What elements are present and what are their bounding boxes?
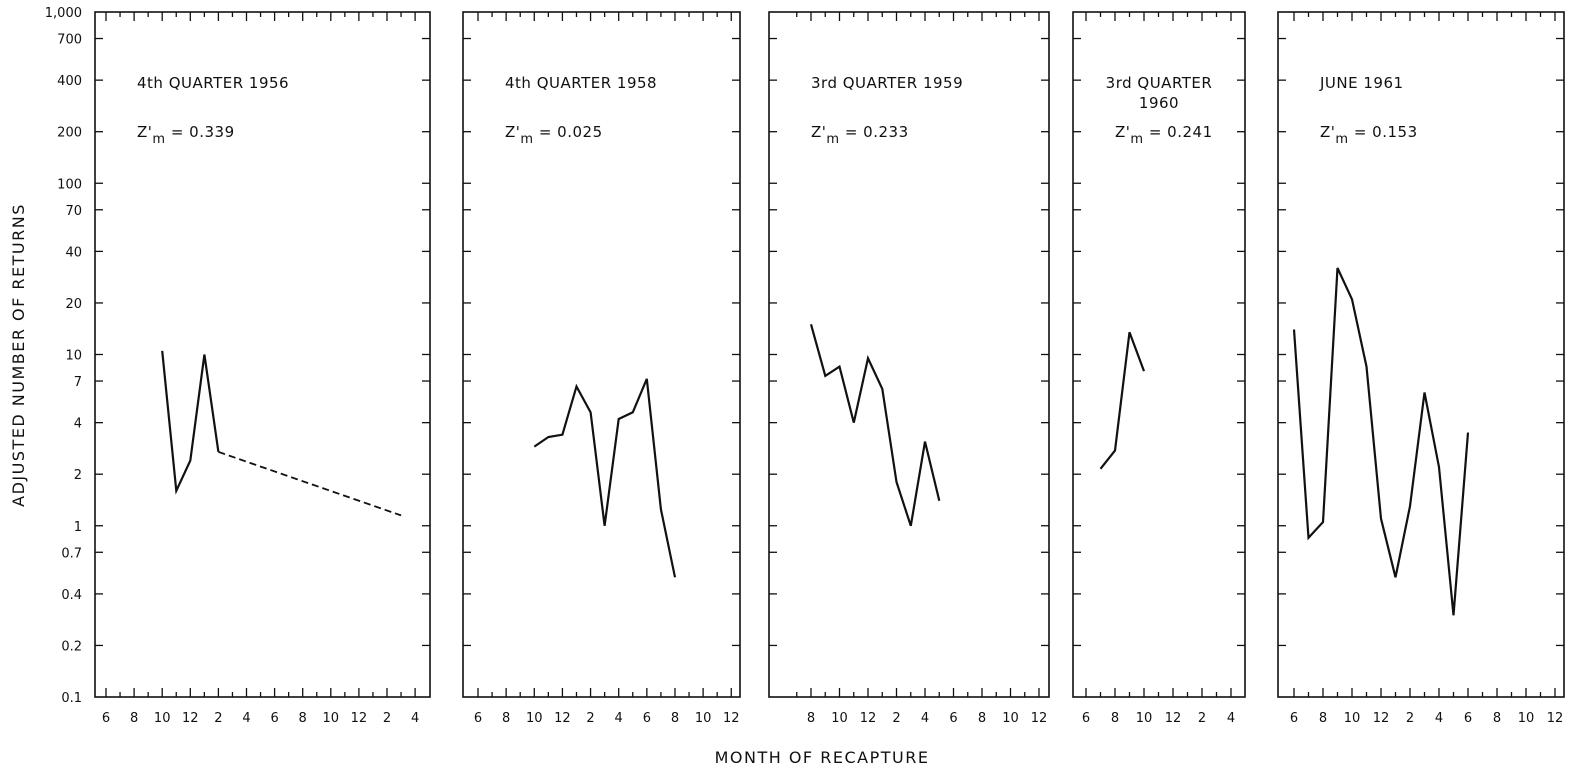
y-tick-label: 1	[74, 520, 82, 535]
x-tick-label: 8	[1319, 711, 1327, 726]
x-tick-label: 6	[643, 711, 651, 726]
chart-panels: 6 8 10 12 2 4 6 8 10 12 2 4 4th QUARTER 1956 Z'm = 0.…	[94, 11, 1565, 726]
x-tick-label: 8	[299, 711, 307, 726]
x-tick-label: 8	[1111, 711, 1119, 726]
y-tick-label: 40	[65, 245, 82, 260]
y-tick-label: 2	[74, 468, 82, 483]
x-tick-label: 10	[1002, 711, 1019, 726]
x-tick-label: 2	[214, 711, 222, 726]
chart-panel-1: 6 8 10 12 2 4 6 8 10 12 2 4 4th QUARTER 1956 Z'm = 0.…	[94, 11, 431, 726]
panel-title: 3rd QUARTER 1959	[811, 74, 963, 92]
x-tick-label: 10	[1344, 711, 1361, 726]
series-line-dashed	[218, 451, 402, 517]
x-tick-label: 12	[1165, 711, 1182, 726]
y-axis-title: ADJUSTED NUMBER OF RETURNS	[9, 203, 28, 507]
x-tick-label: 4	[615, 711, 623, 726]
panel-z-label: Z'm = 0.025	[505, 123, 603, 147]
x-tick-label: 6	[1290, 711, 1298, 726]
x-tick-label: 8	[1493, 711, 1501, 726]
x-tick-label: 6	[270, 711, 278, 726]
y-tick-label: 200	[57, 126, 82, 141]
y-tick-label: 0.7	[61, 546, 82, 561]
series-line	[533, 378, 677, 578]
x-tick-label: 2	[586, 711, 594, 726]
series-line	[1292, 267, 1470, 616]
x-tick-label: 8	[130, 711, 138, 726]
y-tick-label: 400	[57, 74, 82, 89]
x-tick-label: 4	[242, 711, 250, 726]
panel-title: JUNE 1961	[1319, 74, 1404, 92]
panel-frame	[462, 11, 741, 698]
panel-title: 3rd QUARTER	[1106, 74, 1213, 92]
x-tick-label: 8	[978, 711, 986, 726]
panel-frame	[1072, 11, 1246, 698]
x-tick-label: 12	[182, 711, 199, 726]
x-tick-label: 12	[723, 711, 740, 726]
y-tick-labels: 0.1 0.2 0.4 0.7 1 2 4 7 10 20 40 70 100 200 400 700 1,00…	[45, 6, 82, 706]
y-tick-label: 100	[57, 177, 82, 192]
panel-z-label: Z'm = 0.339	[137, 123, 235, 147]
x-tick-label: 6	[1082, 711, 1090, 726]
x-tick-label: 10	[526, 711, 543, 726]
x-tick-label: 10	[323, 711, 340, 726]
y-tick-label: 20	[65, 297, 82, 312]
x-tick-label: 8	[502, 711, 510, 726]
x-tick-label: 8	[807, 711, 815, 726]
x-tick-label: 12	[1547, 711, 1564, 726]
chart-panel-2: 6 8 10 12 2 4 6 8 10 12 4th QUARTER 1958 Z'm = 0.02…	[462, 11, 741, 726]
x-tick-label: 12	[351, 711, 368, 726]
y-tick-label: 70	[65, 204, 82, 219]
x-tick-label: 10	[154, 711, 171, 726]
panel-title: 1960	[1139, 94, 1179, 112]
y-tick-label: 0.4	[61, 588, 82, 603]
x-tick-label: 2	[1198, 711, 1206, 726]
x-tick-label: 8	[671, 711, 679, 726]
x-tick-label: 12	[860, 711, 877, 726]
x-tick-label: 10	[695, 711, 712, 726]
x-tick-label: 12	[554, 711, 571, 726]
panel-frame	[1277, 11, 1565, 698]
chart-panel-4: 6 8 10 12 2 4 3rd QUARTER 1960 Z'm = 0.241	[1072, 11, 1246, 726]
series-line	[1099, 331, 1146, 470]
x-tick-label: 4	[1227, 711, 1235, 726]
y-tick-label: 0.1	[61, 691, 82, 706]
x-tick-label: 6	[102, 711, 110, 726]
panel-frame	[768, 11, 1050, 698]
x-tick-label: 2	[1406, 711, 1414, 726]
chart-panel-3: 8 10 12 2 4 6 8 10 12 3rd QUARTER 1959 Z'm = 0.233	[768, 11, 1050, 726]
x-tick-label: 6	[1464, 711, 1472, 726]
x-tick-label: 4	[1435, 711, 1443, 726]
panel-frame	[94, 11, 431, 698]
chart-panel-5: 6 8 10 12 2 4 6 8 10 12 JUNE 1961 Z'm = 0.153	[1277, 11, 1565, 726]
panel-z-label: Z'm = 0.153	[1320, 123, 1418, 147]
y-tick-label: 0.2	[61, 639, 82, 654]
x-tick-label: 12	[1031, 711, 1048, 726]
panel-title: 4th QUARTER 1958	[505, 74, 657, 92]
x-tick-label: 10	[1518, 711, 1535, 726]
panel-z-label: Z'm = 0.233	[811, 123, 909, 147]
x-axis-title: MONTH OF RECAPTURE	[715, 748, 930, 767]
series-line	[161, 350, 220, 495]
x-tick-label: 10	[1136, 711, 1153, 726]
y-tick-label: 1,000	[45, 6, 82, 21]
panel-title: 4th QUARTER 1956	[137, 74, 289, 92]
x-tick-label: 6	[949, 711, 957, 726]
x-tick-label: 12	[1373, 711, 1390, 726]
x-tick-label: 2	[383, 711, 391, 726]
series-line	[809, 324, 941, 527]
x-tick-label: 6	[474, 711, 482, 726]
panel-z-label: Z'm = 0.241	[1115, 123, 1213, 147]
y-tick-label: 4	[74, 417, 82, 432]
y-tick-label: 700	[57, 33, 82, 48]
y-tick-label: 7	[74, 375, 82, 390]
x-tick-label: 2	[892, 711, 900, 726]
x-tick-label: 4	[411, 711, 419, 726]
y-tick-label: 10	[65, 349, 82, 364]
x-tick-label: 4	[921, 711, 929, 726]
x-tick-label: 10	[831, 711, 848, 726]
